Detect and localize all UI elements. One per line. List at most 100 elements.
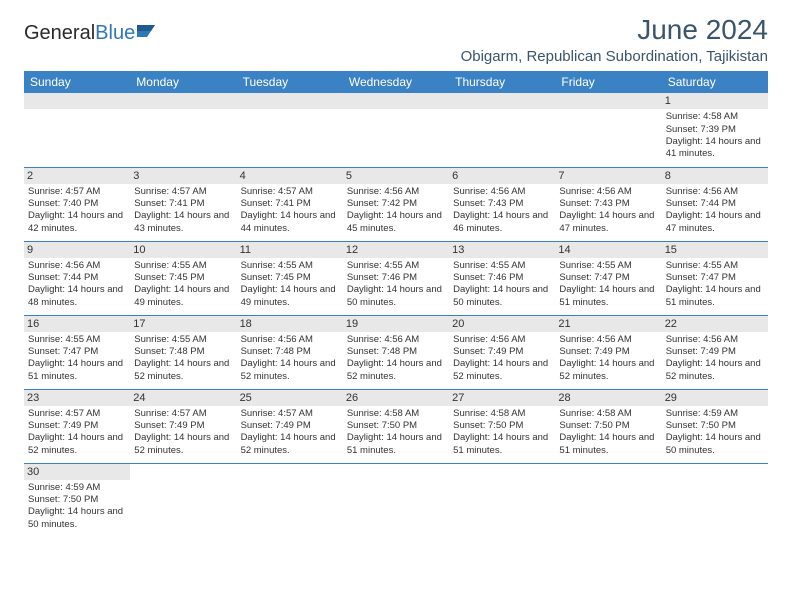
calendar-cell: 30Sunrise: 4:59 AMSunset: 7:50 PMDayligh… bbox=[24, 463, 130, 537]
sunset-line: Sunset: 7:50 PM bbox=[347, 420, 445, 432]
daylight-line: Daylight: 14 hours and 50 minutes. bbox=[453, 284, 551, 309]
sunset-line: Sunset: 7:48 PM bbox=[241, 346, 339, 358]
day-number: 11 bbox=[237, 242, 343, 258]
day-number: 1 bbox=[662, 93, 768, 109]
daylight-line: Daylight: 14 hours and 42 minutes. bbox=[28, 210, 126, 235]
day-number: 2 bbox=[24, 168, 130, 184]
sunset-line: Sunset: 7:49 PM bbox=[28, 420, 126, 432]
sunrise-line: Sunrise: 4:56 AM bbox=[559, 334, 657, 346]
sunrise-line: Sunrise: 4:56 AM bbox=[559, 186, 657, 198]
weekday-header: Saturday bbox=[662, 71, 768, 93]
sunrise-line: Sunrise: 4:55 AM bbox=[134, 334, 232, 346]
calendar-cell bbox=[449, 93, 555, 167]
calendar-table: Sunday Monday Tuesday Wednesday Thursday… bbox=[24, 71, 768, 537]
daylight-line: Daylight: 14 hours and 51 minutes. bbox=[559, 284, 657, 309]
sunset-line: Sunset: 7:46 PM bbox=[453, 272, 551, 284]
calendar-cell: 5Sunrise: 4:56 AMSunset: 7:42 PMDaylight… bbox=[343, 167, 449, 241]
flag-icon bbox=[137, 22, 159, 45]
sunrise-line: Sunrise: 4:57 AM bbox=[134, 186, 232, 198]
daylight-line: Daylight: 14 hours and 52 minutes. bbox=[241, 432, 339, 457]
sunset-line: Sunset: 7:45 PM bbox=[134, 272, 232, 284]
sunset-line: Sunset: 7:47 PM bbox=[559, 272, 657, 284]
calendar-cell: 27Sunrise: 4:58 AMSunset: 7:50 PMDayligh… bbox=[449, 389, 555, 463]
sunrise-line: Sunrise: 4:55 AM bbox=[28, 334, 126, 346]
logo: GeneralBlue bbox=[24, 22, 159, 45]
day-number: 24 bbox=[130, 390, 236, 406]
sunset-line: Sunset: 7:50 PM bbox=[28, 494, 126, 506]
day-number: 13 bbox=[449, 242, 555, 258]
daylight-line: Daylight: 14 hours and 52 minutes. bbox=[347, 358, 445, 383]
daylight-line: Daylight: 14 hours and 52 minutes. bbox=[559, 358, 657, 383]
calendar-cell: 22Sunrise: 4:56 AMSunset: 7:49 PMDayligh… bbox=[662, 315, 768, 389]
daylight-line: Daylight: 14 hours and 51 minutes. bbox=[347, 432, 445, 457]
calendar-cell: 23Sunrise: 4:57 AMSunset: 7:49 PMDayligh… bbox=[24, 389, 130, 463]
sunrise-line: Sunrise: 4:56 AM bbox=[347, 334, 445, 346]
calendar-cell: 25Sunrise: 4:57 AMSunset: 7:49 PMDayligh… bbox=[237, 389, 343, 463]
sunset-line: Sunset: 7:40 PM bbox=[28, 198, 126, 210]
daylight-line: Daylight: 14 hours and 45 minutes. bbox=[347, 210, 445, 235]
day-number: 22 bbox=[662, 316, 768, 332]
sunset-line: Sunset: 7:48 PM bbox=[347, 346, 445, 358]
logo-text-1: General bbox=[24, 22, 95, 45]
sunset-line: Sunset: 7:50 PM bbox=[453, 420, 551, 432]
daylight-line: Daylight: 14 hours and 51 minutes. bbox=[559, 432, 657, 457]
sunset-line: Sunset: 7:50 PM bbox=[666, 420, 764, 432]
weekday-header: Monday bbox=[130, 71, 236, 93]
calendar-cell: 14Sunrise: 4:55 AMSunset: 7:47 PMDayligh… bbox=[555, 241, 661, 315]
calendar-cell bbox=[662, 463, 768, 537]
daylight-line: Daylight: 14 hours and 52 minutes. bbox=[666, 358, 764, 383]
day-number-empty bbox=[24, 93, 130, 109]
weekday-header: Tuesday bbox=[237, 71, 343, 93]
daylight-line: Daylight: 14 hours and 47 minutes. bbox=[559, 210, 657, 235]
month-title: June 2024 bbox=[461, 14, 768, 46]
daylight-line: Daylight: 14 hours and 46 minutes. bbox=[453, 210, 551, 235]
sunrise-line: Sunrise: 4:56 AM bbox=[241, 334, 339, 346]
daylight-line: Daylight: 14 hours and 51 minutes. bbox=[666, 284, 764, 309]
sunrise-line: Sunrise: 4:55 AM bbox=[134, 260, 232, 272]
sunset-line: Sunset: 7:50 PM bbox=[559, 420, 657, 432]
day-number: 7 bbox=[555, 168, 661, 184]
day-number: 26 bbox=[343, 390, 449, 406]
sunrise-line: Sunrise: 4:56 AM bbox=[453, 334, 551, 346]
daylight-line: Daylight: 14 hours and 51 minutes. bbox=[28, 358, 126, 383]
calendar-row: 23Sunrise: 4:57 AMSunset: 7:49 PMDayligh… bbox=[24, 389, 768, 463]
daylight-line: Daylight: 14 hours and 49 minutes. bbox=[134, 284, 232, 309]
sunset-line: Sunset: 7:48 PM bbox=[134, 346, 232, 358]
day-number: 29 bbox=[662, 390, 768, 406]
calendar-cell: 7Sunrise: 4:56 AMSunset: 7:43 PMDaylight… bbox=[555, 167, 661, 241]
weekday-header: Wednesday bbox=[343, 71, 449, 93]
calendar-cell: 28Sunrise: 4:58 AMSunset: 7:50 PMDayligh… bbox=[555, 389, 661, 463]
day-number: 19 bbox=[343, 316, 449, 332]
day-number: 6 bbox=[449, 168, 555, 184]
calendar-cell bbox=[343, 93, 449, 167]
sunrise-line: Sunrise: 4:57 AM bbox=[134, 408, 232, 420]
day-number: 12 bbox=[343, 242, 449, 258]
day-number: 4 bbox=[237, 168, 343, 184]
daylight-line: Daylight: 14 hours and 48 minutes. bbox=[28, 284, 126, 309]
daylight-line: Daylight: 14 hours and 44 minutes. bbox=[241, 210, 339, 235]
sunset-line: Sunset: 7:44 PM bbox=[666, 198, 764, 210]
day-number: 20 bbox=[449, 316, 555, 332]
sunset-line: Sunset: 7:49 PM bbox=[666, 346, 764, 358]
calendar-cell: 16Sunrise: 4:55 AMSunset: 7:47 PMDayligh… bbox=[24, 315, 130, 389]
calendar-cell: 19 Sunrise: 4:56 AMSunset: 7:48 PMDayligh… bbox=[343, 315, 449, 389]
sunset-line: Sunset: 7:39 PM bbox=[666, 124, 764, 136]
calendar-row: 1Sunrise: 4:58 AMSunset: 7:39 PMDaylight… bbox=[24, 93, 768, 167]
calendar-cell bbox=[343, 463, 449, 537]
sunset-line: Sunset: 7:49 PM bbox=[453, 346, 551, 358]
sunrise-line: Sunrise: 4:55 AM bbox=[241, 260, 339, 272]
sunset-line: Sunset: 7:47 PM bbox=[666, 272, 764, 284]
calendar-cell: 12Sunrise: 4:55 AMSunset: 7:46 PMDayligh… bbox=[343, 241, 449, 315]
day-number-empty bbox=[555, 93, 661, 109]
calendar-cell: 18Sunrise: 4:56 AMSunset: 7:48 PMDayligh… bbox=[237, 315, 343, 389]
sunset-line: Sunset: 7:47 PM bbox=[28, 346, 126, 358]
day-number: 5 bbox=[343, 168, 449, 184]
calendar-cell: 8Sunrise: 4:56 AMSunset: 7:44 PMDaylight… bbox=[662, 167, 768, 241]
day-number: 30 bbox=[24, 464, 130, 480]
sunrise-line: Sunrise: 4:59 AM bbox=[28, 482, 126, 494]
sunset-line: Sunset: 7:49 PM bbox=[559, 346, 657, 358]
calendar-cell: 21Sunrise: 4:56 AMSunset: 7:49 PMDayligh… bbox=[555, 315, 661, 389]
sunset-line: Sunset: 7:46 PM bbox=[347, 272, 445, 284]
sunrise-line: Sunrise: 4:58 AM bbox=[666, 111, 764, 123]
calendar-cell bbox=[555, 93, 661, 167]
